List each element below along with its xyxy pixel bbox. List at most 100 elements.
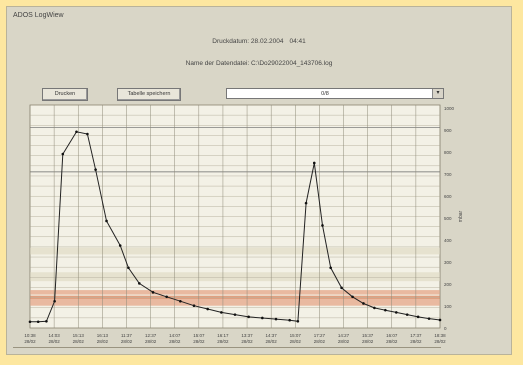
save-table-button[interactable]: Tabelle speichern bbox=[117, 88, 181, 101]
print-button[interactable]: Drucken bbox=[42, 88, 88, 101]
band-3 bbox=[30, 272, 440, 282]
x-tick-date: 28/02 bbox=[169, 339, 181, 344]
x-tick-label: 10:38 bbox=[24, 333, 36, 338]
x-tick-label: 13:37 bbox=[241, 333, 253, 338]
y-tick-label: 900 bbox=[444, 128, 452, 133]
x-tick-label: 14:27 bbox=[338, 333, 350, 338]
x-tick-date: 28/02 bbox=[290, 339, 302, 344]
data-point bbox=[220, 311, 223, 314]
data-point bbox=[86, 132, 89, 136]
x-tick-label: 12:37 bbox=[145, 333, 157, 338]
x-tick-date: 28/02 bbox=[217, 339, 229, 344]
data-point bbox=[416, 315, 420, 319]
data-point bbox=[384, 308, 387, 312]
status-divider bbox=[13, 347, 441, 348]
x-tick-label: 15:37 bbox=[362, 333, 374, 338]
print-time: 04:41 bbox=[289, 38, 306, 45]
x-tick-label: 14:03 bbox=[48, 333, 60, 338]
band-0 bbox=[30, 299, 440, 306]
x-tick-label: 17:27 bbox=[314, 333, 326, 338]
data-point bbox=[362, 302, 365, 305]
window-title: ADOS LogWiew bbox=[13, 12, 64, 19]
x-tick-date: 28/02 bbox=[338, 339, 350, 344]
data-point bbox=[36, 320, 40, 324]
band-2 bbox=[30, 290, 440, 295]
print-date-line: Druckdatum: 28.02.2004 04:41 bbox=[7, 38, 511, 45]
y-tick-label: 800 bbox=[444, 150, 452, 155]
y-tick-label: 500 bbox=[444, 216, 452, 221]
data-point bbox=[247, 315, 250, 319]
y-tick-label: 700 bbox=[444, 172, 452, 177]
data-point bbox=[75, 130, 78, 134]
x-tick-date: 28/02 bbox=[73, 339, 85, 344]
data-point bbox=[438, 318, 442, 322]
x-tick-label: 16:07 bbox=[386, 333, 398, 338]
data-point bbox=[394, 311, 398, 314]
y-axis-label: mbar bbox=[458, 210, 464, 222]
x-tick-date: 28/02 bbox=[266, 339, 278, 344]
data-point bbox=[151, 291, 155, 294]
data-point bbox=[296, 320, 300, 323]
x-tick-date: 28/02 bbox=[362, 339, 374, 344]
y-tick-label: 600 bbox=[444, 194, 452, 199]
data-point bbox=[405, 313, 409, 316]
data-file-line: Name der Datendatei: C:\Do29022004_14370… bbox=[7, 60, 511, 67]
y-tick-label: 400 bbox=[444, 238, 452, 243]
x-tick-label: 15:13 bbox=[73, 333, 85, 338]
x-tick-date: 28/02 bbox=[121, 339, 133, 344]
chevron-down-icon[interactable]: ▾ bbox=[432, 89, 443, 98]
band-4 bbox=[30, 247, 440, 255]
x-tick-date: 28/02 bbox=[386, 339, 398, 344]
data-point bbox=[233, 313, 237, 316]
x-tick-date: 28/02 bbox=[241, 339, 253, 344]
data-point bbox=[94, 168, 97, 171]
x-tick-label: 15:07 bbox=[290, 333, 302, 338]
x-tick-date: 28/02 bbox=[24, 339, 36, 344]
y-tick-label: 1000 bbox=[444, 106, 455, 111]
data-point bbox=[373, 306, 376, 310]
data-point bbox=[340, 286, 343, 290]
print-date-label: Druckdatum: 28.02.2004 bbox=[212, 38, 284, 45]
data-point bbox=[312, 161, 316, 165]
data-point bbox=[105, 219, 108, 223]
channel-select-value: 0/8 bbox=[321, 91, 329, 97]
x-tick-date: 28/02 bbox=[48, 339, 60, 344]
x-tick-label: 11:37 bbox=[121, 333, 132, 338]
x-tick-date: 28/02 bbox=[145, 339, 157, 344]
y-tick-label: 100 bbox=[444, 304, 452, 309]
data-point bbox=[127, 266, 130, 270]
data-point bbox=[261, 316, 264, 320]
x-tick-label: 17:37 bbox=[410, 333, 422, 338]
data-point bbox=[206, 307, 209, 311]
x-tick-date: 28/02 bbox=[434, 339, 446, 344]
data-point bbox=[45, 320, 48, 323]
x-tick-label: 16:17 bbox=[217, 333, 229, 338]
channel-select[interactable]: 0/8 ▾ bbox=[226, 88, 444, 99]
data-point bbox=[192, 304, 196, 308]
x-tick-label: 15:07 bbox=[193, 333, 205, 338]
x-tick-date: 28/02 bbox=[410, 339, 422, 344]
data-point bbox=[118, 244, 122, 247]
series-line bbox=[30, 131, 441, 323]
y-tick-label: 200 bbox=[444, 282, 452, 287]
data-point bbox=[321, 224, 324, 227]
y-tick-label: 0 bbox=[444, 326, 447, 331]
data-point bbox=[288, 318, 291, 322]
data-point bbox=[304, 201, 308, 205]
x-tick-label: 14:07 bbox=[169, 333, 181, 338]
data-point bbox=[351, 295, 354, 299]
x-tick-label: 14:37 bbox=[266, 333, 278, 338]
data-point bbox=[61, 152, 65, 156]
data-point bbox=[53, 299, 56, 303]
data-point bbox=[138, 282, 141, 285]
data-point bbox=[427, 317, 431, 320]
x-tick-date: 28/02 bbox=[193, 339, 205, 344]
data-point bbox=[329, 266, 332, 270]
data-point bbox=[274, 317, 278, 321]
x-tick-date: 28/02 bbox=[314, 339, 326, 344]
x-tick-label: 16:13 bbox=[97, 333, 109, 338]
data-point bbox=[28, 320, 32, 324]
data-point bbox=[165, 295, 168, 299]
x-tick-label: 18:38 bbox=[434, 333, 446, 338]
